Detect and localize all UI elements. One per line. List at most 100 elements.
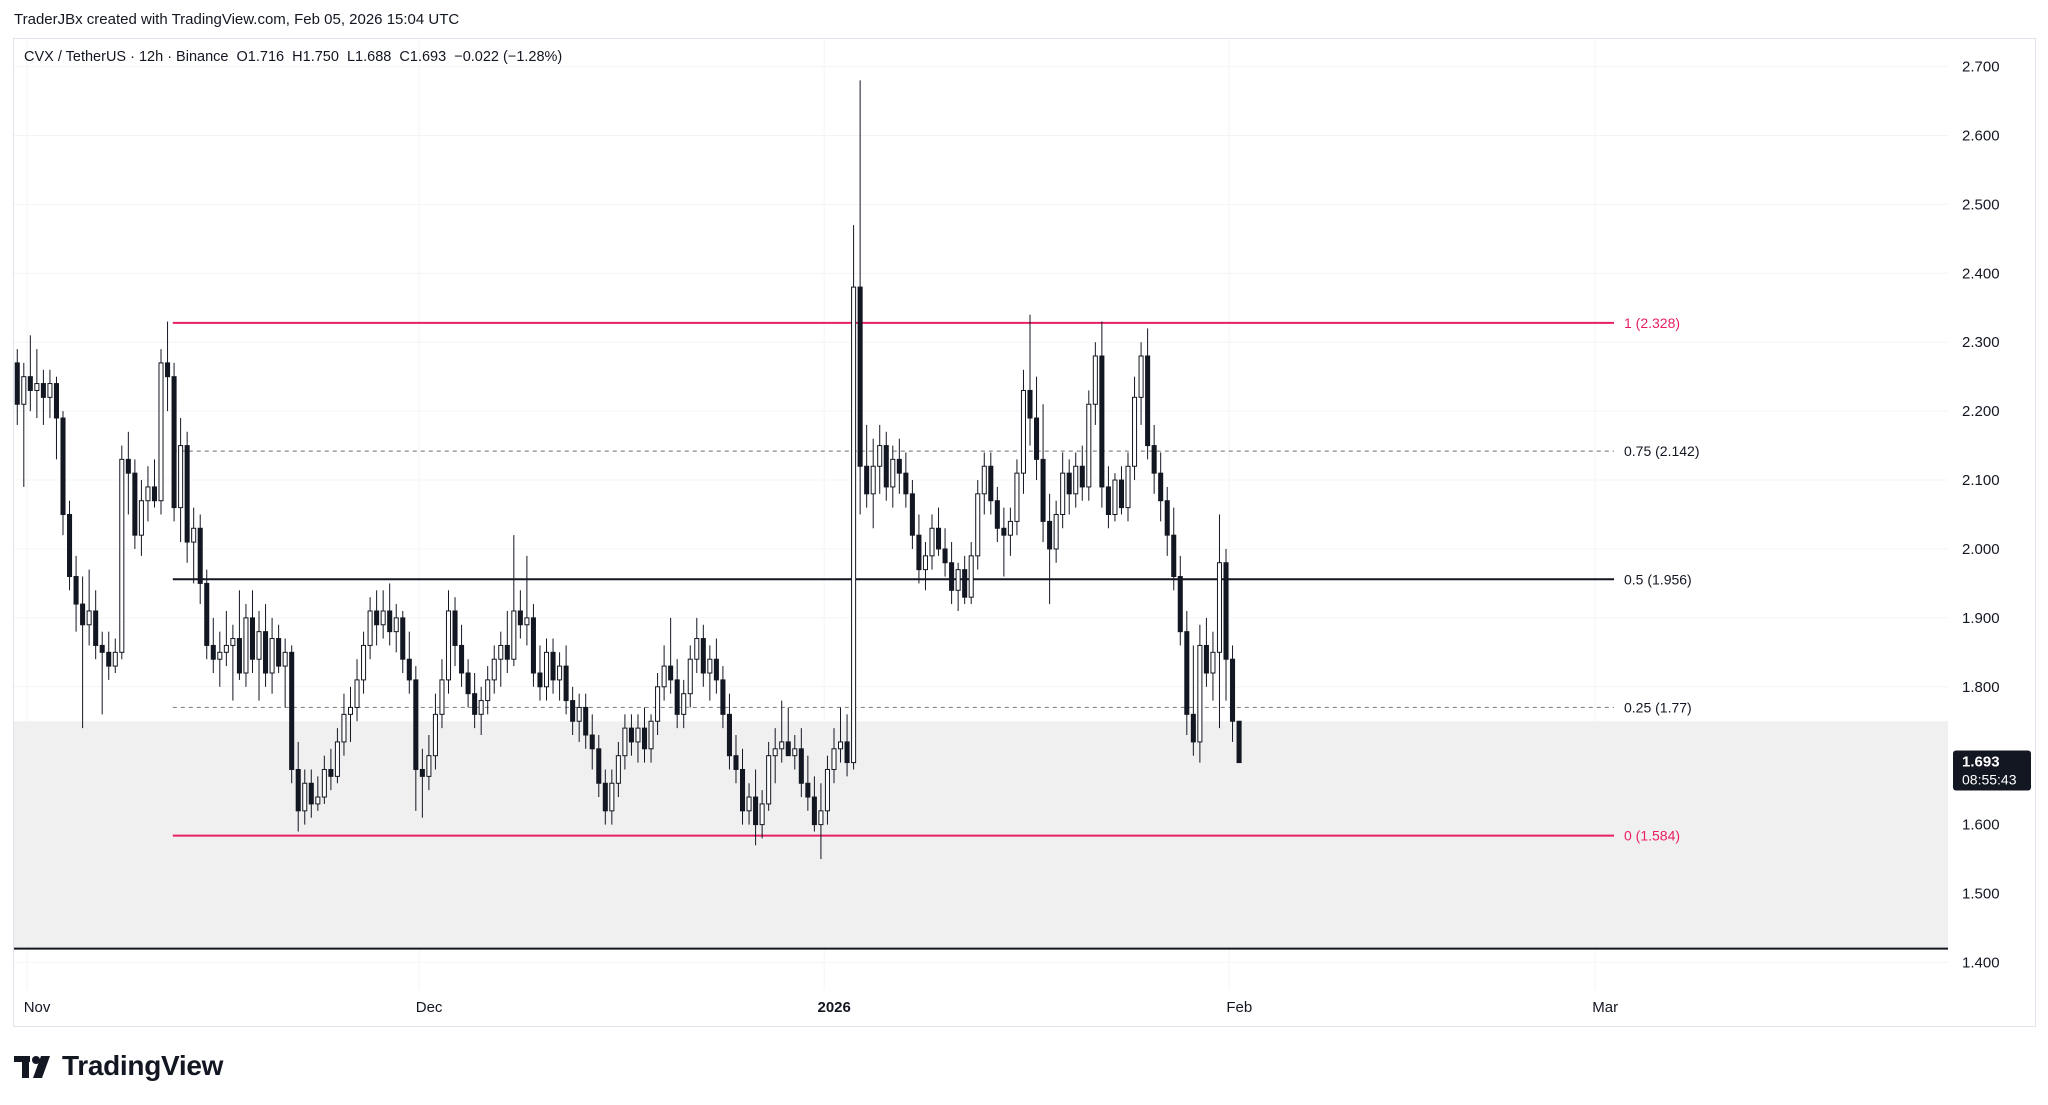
x-axis[interactable]: Nov Dec 2026 Feb Mar	[24, 999, 1618, 1016]
candle-body	[269, 638, 275, 674]
candle-body	[347, 706, 354, 715]
symbol-legend: CVX / TetherUS · 12h · Binance O1.716 H1…	[24, 49, 562, 65]
candle-body	[439, 679, 445, 715]
candle-body	[432, 713, 438, 757]
candle-body	[1020, 389, 1026, 474]
candle-body	[1001, 527, 1007, 536]
candle-body	[387, 610, 393, 633]
candle-body	[21, 376, 27, 405]
y-tick-label: 2.500	[1962, 196, 2000, 213]
fib-level-label: 0.25 (1.77)	[1624, 699, 1692, 715]
candle-body	[890, 458, 896, 488]
candle-body	[1125, 465, 1131, 509]
candle-body	[1145, 355, 1151, 447]
candle-body	[779, 741, 785, 750]
candle-body	[1066, 472, 1072, 495]
legend-change: −0.022 (−1.28%)	[454, 49, 563, 65]
candle-body	[1092, 355, 1098, 405]
candle-body	[106, 651, 112, 667]
candle-body	[687, 658, 693, 695]
candle-body	[165, 362, 171, 378]
candle-body	[537, 672, 543, 688]
tradingview-brand[interactable]: TradingView	[14, 1048, 223, 1084]
y-tick-label: 1.500	[1962, 886, 2000, 903]
candle-body	[73, 576, 79, 605]
x-tick-label: Dec	[416, 999, 443, 1016]
candle-body	[282, 651, 288, 667]
fib-level-label: 0 (1.584)	[1624, 828, 1680, 844]
candle-body	[615, 755, 621, 784]
candle-body	[1171, 534, 1177, 578]
candle-body	[80, 603, 86, 626]
candle-body	[459, 644, 465, 674]
candle-body	[922, 555, 928, 571]
last-price-value: 1.693	[1962, 754, 2000, 771]
candle-body	[27, 376, 33, 391]
fib-level-label: 0.75 (2.142)	[1624, 443, 1700, 459]
legend-symbol: CVX / TetherUS · 12h · Binance	[24, 49, 229, 65]
candle-body	[668, 665, 674, 681]
candle-body	[681, 693, 687, 715]
candle-body	[406, 658, 412, 681]
candle-body	[1086, 403, 1092, 488]
candle-body	[831, 748, 837, 770]
candle-body	[119, 458, 125, 653]
candle-body	[1223, 562, 1229, 660]
candle-body	[504, 644, 510, 660]
candle-body	[766, 755, 772, 805]
x-tick-label: Mar	[1592, 999, 1618, 1016]
candle-body	[1060, 472, 1066, 515]
candle-body	[472, 693, 478, 715]
candle-body	[589, 734, 595, 750]
chart-frame	[13, 38, 2036, 1027]
candle-body	[308, 782, 314, 805]
candle-body	[99, 644, 105, 653]
y-tick-label: 1.900	[1962, 610, 2000, 627]
candle-body	[380, 610, 386, 626]
y-tick-label: 2.100	[1962, 472, 2000, 489]
y-tick-label: 2.600	[1962, 127, 2000, 144]
candle-body	[655, 686, 661, 722]
candle-body	[648, 720, 654, 750]
candle-body	[400, 617, 406, 660]
candle-body	[256, 631, 262, 660]
candle-body	[694, 638, 700, 660]
candle-body	[557, 665, 563, 681]
candle-body	[851, 286, 857, 764]
candle-body	[530, 617, 536, 674]
candle-body	[34, 383, 40, 391]
candle-body	[47, 383, 53, 398]
candle-body	[628, 727, 634, 743]
candle-body	[341, 713, 347, 743]
candle-body	[739, 768, 746, 812]
x-tick-label: 2026	[818, 999, 851, 1016]
candle-body	[733, 755, 739, 770]
candle-body	[151, 486, 158, 502]
candle-body	[302, 782, 308, 812]
candle-body	[896, 458, 902, 474]
candle-body	[883, 445, 889, 488]
y-tick-label: 1.400	[1962, 954, 2000, 971]
candle-body	[145, 486, 151, 502]
candle-body	[988, 465, 994, 502]
candle-body	[374, 610, 380, 626]
y-axis[interactable]: 1.4001.5001.6001.7001.8001.9002.0002.100…	[1962, 59, 2000, 972]
candle-body	[1034, 417, 1040, 460]
candle-body	[1040, 458, 1046, 522]
candle-body	[263, 631, 269, 674]
candle-body	[210, 644, 216, 660]
candle-body	[707, 658, 713, 674]
brand-name: TradingView	[62, 1050, 224, 1081]
candle-body	[184, 445, 190, 543]
candle-body	[844, 741, 850, 764]
candle-body	[1164, 500, 1170, 536]
candle-body	[93, 610, 99, 646]
candle-body	[491, 658, 497, 681]
fib-layer: 1 (2.328) 0.75 (2.142) 0.5 (1.956) 0.25 (1.…	[172, 315, 1700, 844]
candle-body	[805, 782, 811, 798]
candle-body	[276, 638, 282, 667]
candle-body	[1210, 651, 1216, 674]
candle-body	[674, 679, 680, 715]
